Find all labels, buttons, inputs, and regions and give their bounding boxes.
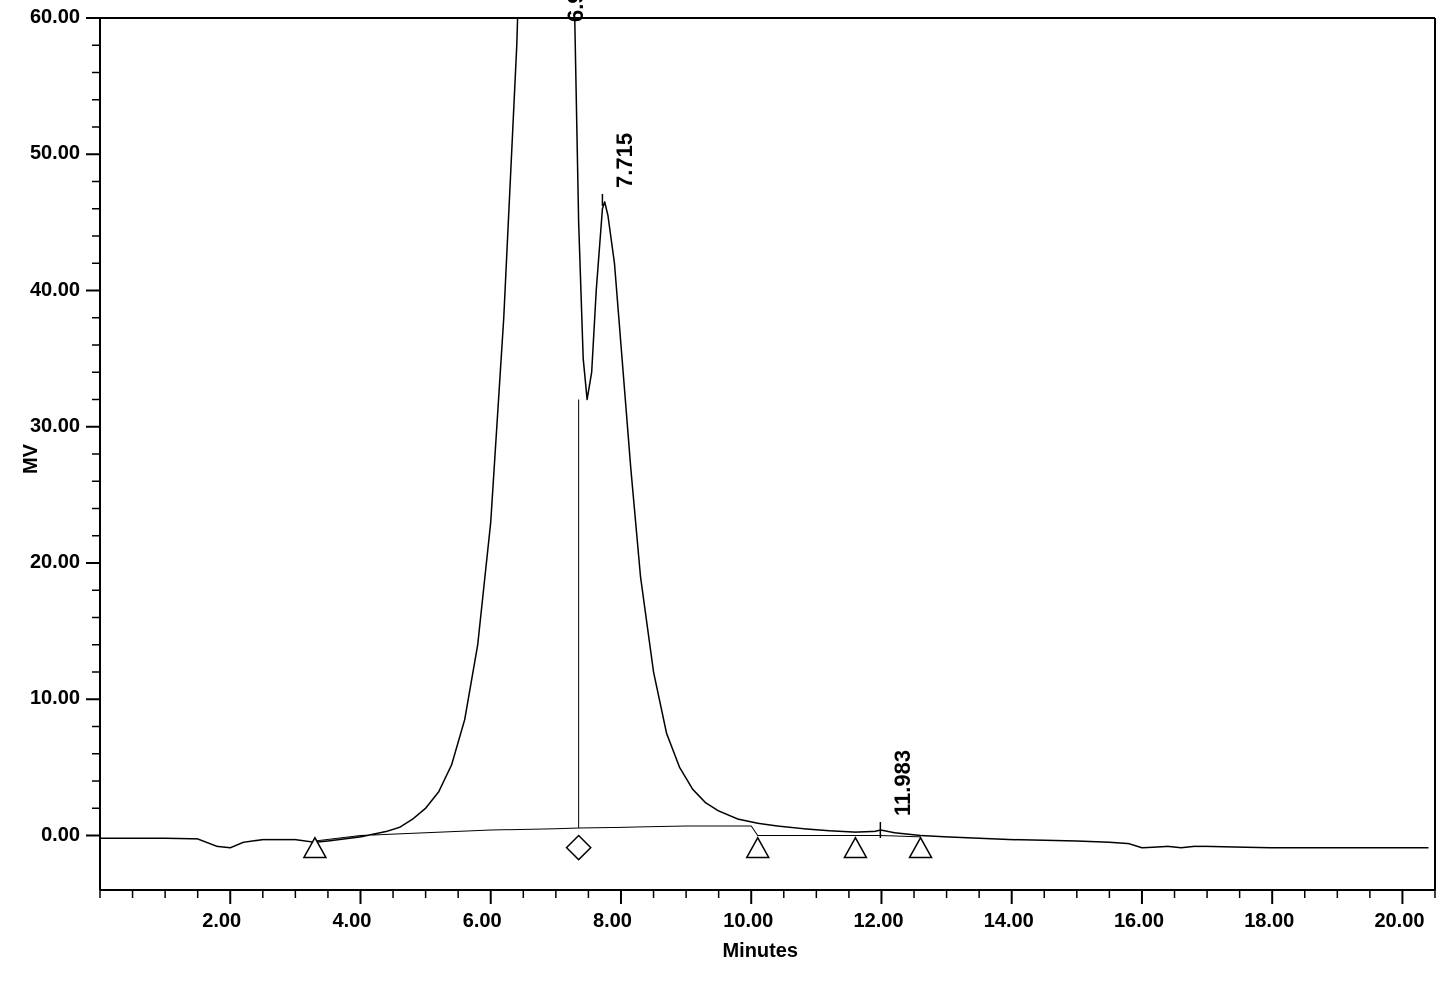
y-axis-label: MV — [20, 444, 43, 474]
peak-label: 6.950 — [563, 0, 589, 22]
y-tick-label: 50.00 — [30, 142, 80, 165]
x-axis-label: Minutes — [723, 940, 799, 963]
y-tick-label: 40.00 — [30, 279, 80, 302]
peak-label: 7.715 — [612, 133, 638, 188]
x-tick-label: 20.00 — [1374, 910, 1424, 933]
y-tick-label: 30.00 — [30, 415, 80, 438]
y-tick-label: 20.00 — [30, 551, 80, 574]
x-tick-label: 14.00 — [984, 910, 1034, 933]
x-tick-label: 10.00 — [723, 910, 773, 933]
x-tick-label: 2.00 — [202, 910, 241, 933]
chart-svg — [0, 0, 1445, 981]
y-tick-label: 10.00 — [30, 687, 80, 710]
x-tick-label: 6.00 — [463, 910, 502, 933]
y-tick-label: 0.00 — [41, 824, 80, 847]
y-tick-label: 60.00 — [30, 6, 80, 29]
chromatogram-chart: MV Minutes 0.00 10.00 20.00 30.00 40.00 50.00… — [0, 0, 1445, 981]
x-tick-label: 18.00 — [1244, 910, 1294, 933]
x-tick-label: 16.00 — [1114, 910, 1164, 933]
x-tick-label: 12.00 — [853, 910, 903, 933]
x-tick-label: 8.00 — [593, 910, 632, 933]
x-tick-label: 4.00 — [332, 910, 371, 933]
peak-label: 11.983 — [890, 750, 916, 816]
